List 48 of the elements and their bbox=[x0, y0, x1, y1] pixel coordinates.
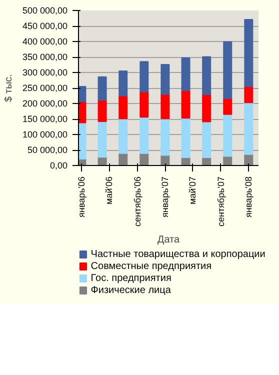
legend-label: Физические лица bbox=[90, 285, 172, 296]
x-tick-label: май'07 bbox=[188, 176, 198, 204]
x-axis-title: Дата bbox=[157, 234, 180, 246]
y-axis-title: $ тыс. bbox=[3, 74, 14, 102]
y-tick-label: 0,00 bbox=[50, 160, 68, 170]
bar bbox=[244, 102, 254, 155]
bar bbox=[140, 91, 149, 118]
y-tick-label: 150 000,00 bbox=[22, 114, 68, 124]
x-tick-label: январь'08 bbox=[244, 176, 254, 218]
bar bbox=[98, 100, 107, 122]
bar bbox=[98, 76, 107, 101]
bar bbox=[181, 90, 190, 119]
y-tick-label: 400 000,00 bbox=[22, 36, 68, 46]
x-tick-label: сентябрь'07 bbox=[216, 176, 226, 227]
y-tick-label: 350 000,00 bbox=[22, 52, 68, 62]
bar bbox=[118, 118, 128, 154]
y-tick-label: 50 000,00 bbox=[27, 145, 68, 155]
y-tick-label: 500 000,00 bbox=[22, 6, 68, 16]
bar bbox=[202, 94, 212, 122]
y-tick-label: 250 000,00 bbox=[22, 83, 68, 93]
x-tick-label: май'06 bbox=[104, 176, 114, 204]
bar bbox=[244, 86, 254, 104]
bar bbox=[140, 61, 149, 92]
x-tick-label: январь'06 bbox=[76, 176, 87, 218]
bar bbox=[181, 118, 190, 158]
y-tick-label: 300 000,00 bbox=[22, 68, 68, 78]
bar bbox=[223, 114, 232, 157]
bar bbox=[244, 18, 254, 87]
bar bbox=[160, 94, 170, 120]
y-tick-label: 450 000,00 bbox=[22, 21, 68, 31]
legend-label: Частные товарищества и корпорации bbox=[90, 249, 266, 260]
bar bbox=[140, 116, 149, 154]
bar bbox=[223, 41, 232, 100]
y-tick-label: 200 000,00 bbox=[22, 98, 68, 108]
legend-label: Гос. предприятия bbox=[90, 273, 172, 284]
y-tick-label: 100 000,00 bbox=[22, 130, 68, 140]
bar bbox=[223, 98, 232, 115]
bar bbox=[202, 121, 212, 158]
bar bbox=[202, 56, 212, 96]
x-tick-label: январь'07 bbox=[160, 176, 170, 218]
bar bbox=[118, 70, 128, 96]
bar bbox=[118, 95, 128, 120]
x-tick-label: сентябрь'06 bbox=[132, 176, 142, 227]
bar bbox=[160, 64, 170, 95]
legend-label: Совместные предприятия bbox=[90, 261, 212, 272]
bar bbox=[181, 57, 190, 91]
bar bbox=[160, 118, 170, 156]
bar bbox=[98, 120, 107, 158]
